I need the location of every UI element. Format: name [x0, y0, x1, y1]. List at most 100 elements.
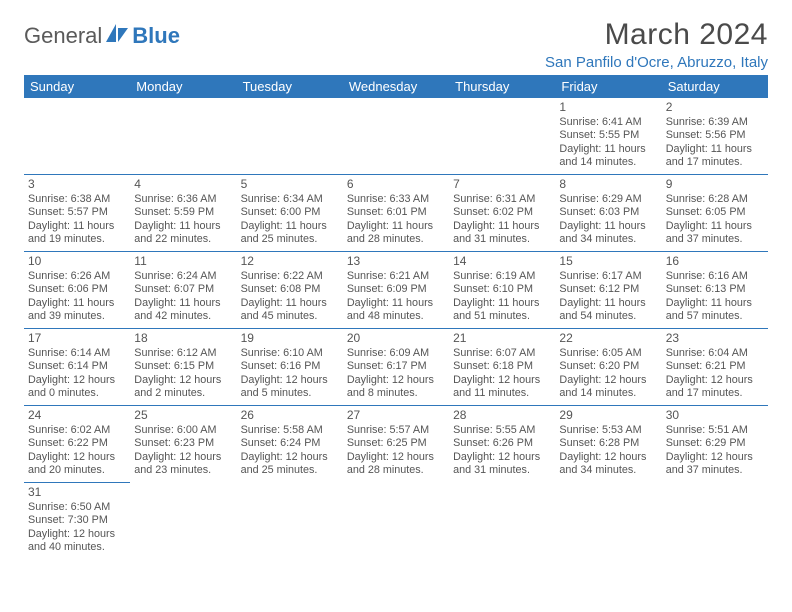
day-number: 23 [666, 331, 764, 346]
calendar-cell: 7Sunrise: 6:31 AMSunset: 6:02 PMDaylight… [449, 174, 555, 251]
cell-line: Daylight: 11 hours [134, 220, 232, 233]
cell-line: Sunset: 6:23 PM [134, 437, 232, 450]
cell-line: Sunset: 6:12 PM [559, 283, 657, 296]
cell-line: Daylight: 11 hours [453, 220, 551, 233]
cell-line: Daylight: 12 hours [134, 374, 232, 387]
cell-line: and 54 minutes. [559, 310, 657, 323]
cell-line: Daylight: 11 hours [453, 297, 551, 310]
cell-line: Daylight: 11 hours [241, 297, 339, 310]
cell-line: Sunrise: 6:29 AM [559, 193, 657, 206]
calendar-cell: 20Sunrise: 6:09 AMSunset: 6:17 PMDayligh… [343, 328, 449, 405]
calendar-cell: 8Sunrise: 6:29 AMSunset: 6:03 PMDaylight… [555, 174, 661, 251]
cell-line: Sunset: 6:15 PM [134, 360, 232, 373]
cell-line: Daylight: 12 hours [559, 374, 657, 387]
day-number: 11 [134, 254, 232, 269]
cell-line: and 20 minutes. [28, 464, 126, 477]
cell-line: Daylight: 12 hours [347, 374, 445, 387]
cell-line: Daylight: 11 hours [347, 297, 445, 310]
day-number: 30 [666, 408, 764, 423]
cell-line: Daylight: 11 hours [666, 143, 764, 156]
cell-line: Sunset: 6:29 PM [666, 437, 764, 450]
calendar-table: Sunday Monday Tuesday Wednesday Thursday… [24, 75, 768, 559]
calendar-cell [343, 98, 449, 174]
calendar-cell: 10Sunrise: 6:26 AMSunset: 6:06 PMDayligh… [24, 251, 130, 328]
calendar-cell: 27Sunrise: 5:57 AMSunset: 6:25 PMDayligh… [343, 405, 449, 482]
day-number: 17 [28, 331, 126, 346]
cell-line: and 37 minutes. [666, 464, 764, 477]
cell-line: Sunset: 6:26 PM [453, 437, 551, 450]
cell-line: Sunrise: 6:39 AM [666, 116, 764, 129]
cell-line: Sunrise: 6:21 AM [347, 270, 445, 283]
cell-line: Sunset: 5:55 PM [559, 129, 657, 142]
day-number: 12 [241, 254, 339, 269]
cell-line: Sunrise: 6:34 AM [241, 193, 339, 206]
cell-line: Sunset: 6:18 PM [453, 360, 551, 373]
cell-line: and 34 minutes. [559, 233, 657, 246]
day-number: 7 [453, 177, 551, 192]
calendar-cell: 16Sunrise: 6:16 AMSunset: 6:13 PMDayligh… [662, 251, 768, 328]
cell-line: and 34 minutes. [559, 464, 657, 477]
cell-line: and 51 minutes. [453, 310, 551, 323]
cell-line: Sunrise: 6:22 AM [241, 270, 339, 283]
calendar-cell: 29Sunrise: 5:53 AMSunset: 6:28 PMDayligh… [555, 405, 661, 482]
cell-line: Daylight: 12 hours [666, 451, 764, 464]
day-number: 29 [559, 408, 657, 423]
day-number: 21 [453, 331, 551, 346]
cell-line: Daylight: 12 hours [347, 451, 445, 464]
cell-line: Sunrise: 6:19 AM [453, 270, 551, 283]
weekday-header: Monday [130, 75, 236, 98]
cell-line: Daylight: 11 hours [347, 220, 445, 233]
day-number: 31 [28, 485, 126, 500]
logo-text-1: General [24, 23, 102, 49]
calendar-cell: 28Sunrise: 5:55 AMSunset: 6:26 PMDayligh… [449, 405, 555, 482]
cell-line: and 31 minutes. [453, 464, 551, 477]
cell-line: and 45 minutes. [241, 310, 339, 323]
cell-line: Sunrise: 6:41 AM [559, 116, 657, 129]
weekday-header: Tuesday [237, 75, 343, 98]
cell-line: and 25 minutes. [241, 233, 339, 246]
cell-line: Daylight: 12 hours [666, 374, 764, 387]
calendar-cell: 18Sunrise: 6:12 AMSunset: 6:15 PMDayligh… [130, 328, 236, 405]
day-number: 6 [347, 177, 445, 192]
calendar-cell: 15Sunrise: 6:17 AMSunset: 6:12 PMDayligh… [555, 251, 661, 328]
cell-line: Sunrise: 6:10 AM [241, 347, 339, 360]
cell-line: Sunrise: 5:57 AM [347, 424, 445, 437]
day-number: 9 [666, 177, 764, 192]
cell-line: Sunrise: 6:02 AM [28, 424, 126, 437]
cell-line: Daylight: 12 hours [241, 451, 339, 464]
cell-line: Sunrise: 6:04 AM [666, 347, 764, 360]
calendar-cell: 25Sunrise: 6:00 AMSunset: 6:23 PMDayligh… [130, 405, 236, 482]
month-title: March 2024 [545, 18, 768, 52]
day-number: 14 [453, 254, 551, 269]
calendar-cell: 13Sunrise: 6:21 AMSunset: 6:09 PMDayligh… [343, 251, 449, 328]
cell-line: Sunrise: 5:58 AM [241, 424, 339, 437]
cell-line: Sunset: 6:13 PM [666, 283, 764, 296]
cell-line: Sunset: 5:59 PM [134, 206, 232, 219]
cell-line: Daylight: 12 hours [28, 528, 126, 541]
cell-line: Daylight: 12 hours [241, 374, 339, 387]
cell-line: Sunset: 6:00 PM [241, 206, 339, 219]
calendar-cell: 4Sunrise: 6:36 AMSunset: 5:59 PMDaylight… [130, 174, 236, 251]
calendar-cell [237, 98, 343, 174]
cell-line: Sunset: 6:08 PM [241, 283, 339, 296]
cell-line: Sunset: 5:57 PM [28, 206, 126, 219]
logo: General Blue [24, 22, 180, 50]
cell-line: Sunrise: 5:55 AM [453, 424, 551, 437]
cell-line: and 28 minutes. [347, 464, 445, 477]
cell-line: Sunset: 6:20 PM [559, 360, 657, 373]
calendar-cell: 3Sunrise: 6:38 AMSunset: 5:57 PMDaylight… [24, 174, 130, 251]
day-number: 16 [666, 254, 764, 269]
calendar-cell: 9Sunrise: 6:28 AMSunset: 6:05 PMDaylight… [662, 174, 768, 251]
cell-line: Sunrise: 6:33 AM [347, 193, 445, 206]
day-number: 19 [241, 331, 339, 346]
cell-line: Sunset: 6:22 PM [28, 437, 126, 450]
cell-line: Daylight: 12 hours [453, 451, 551, 464]
header: General Blue March 2024 San Panfilo d'Oc… [24, 18, 768, 71]
cell-line: Daylight: 12 hours [134, 451, 232, 464]
calendar-cell: 31Sunrise: 6:50 AMSunset: 7:30 PMDayligh… [24, 482, 130, 558]
day-number: 5 [241, 177, 339, 192]
day-number: 25 [134, 408, 232, 423]
cell-line: Sunrise: 6:28 AM [666, 193, 764, 206]
calendar-cell: 23Sunrise: 6:04 AMSunset: 6:21 PMDayligh… [662, 328, 768, 405]
cell-line: Sunrise: 6:50 AM [28, 501, 126, 514]
